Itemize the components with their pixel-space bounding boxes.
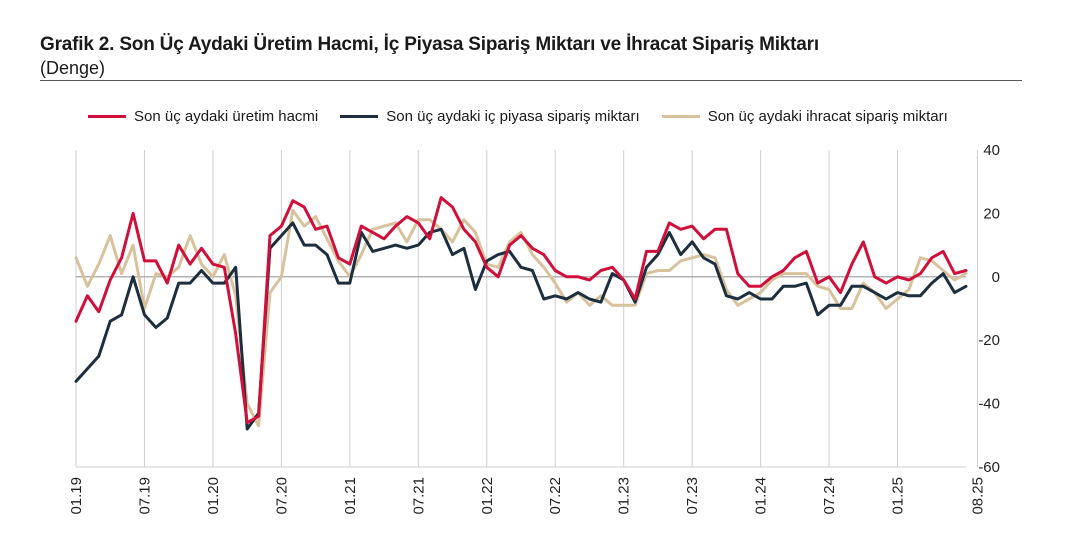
y-tick-label: 0 — [992, 269, 1000, 286]
x-tick-label: 07.23 — [684, 477, 701, 515]
x-tick-label: 07.19 — [136, 477, 153, 515]
legend-label-domestic: Son üç aydaki iç piyasa sipariş miktarı — [386, 108, 640, 125]
chart-subtitle: (Denge) — [40, 58, 106, 78]
legend-item-domestic: Son üç aydaki iç piyasa sipariş miktarı — [340, 108, 640, 125]
x-tick-label: 01.24 — [753, 477, 770, 515]
x-tick-label: 07.21 — [410, 477, 427, 515]
y-tick-label: -60 — [978, 459, 1000, 476]
legend-swatch-domestic — [340, 115, 379, 118]
series-line-domestic — [74, 221, 968, 431]
x-tick-label: 01.22 — [479, 477, 496, 515]
x-tick-label: 01.20 — [205, 477, 222, 515]
series-line-production — [74, 196, 968, 425]
y-tick-label: -40 — [978, 396, 1000, 413]
y-tick-label: 40 — [983, 142, 1000, 159]
x-tick-label: 07.20 — [273, 477, 290, 515]
legend-label-export: Son üç aydaki ihracat sipariş miktarı — [707, 108, 948, 125]
y-tick-label: -20 — [978, 332, 1000, 349]
series-line-export — [74, 208, 968, 428]
legend-swatch-production — [88, 115, 126, 118]
y-tick-label: 20 — [983, 205, 1000, 222]
x-tick-label: 08.25 — [969, 477, 986, 515]
x-tick-label: 01.25 — [890, 477, 907, 515]
x-tick-label: 07.22 — [547, 477, 564, 515]
x-tick-label: 01.19 — [68, 477, 85, 515]
x-tick-label: 01.23 — [616, 477, 633, 515]
legend-swatch-export — [661, 115, 700, 118]
legend-label-production: Son üç aydaki üretim hacmi — [134, 108, 319, 125]
x-tick-label: 01.21 — [342, 477, 359, 515]
x-tick-label: 07.24 — [821, 477, 838, 515]
legend-item-export: Son üç aydaki ihracat sipariş miktarı — [661, 108, 948, 125]
chart-legend: Son üç aydaki üretim hacmi Son üç aydaki… — [88, 108, 970, 125]
legend-item-production: Son üç aydaki üretim hacmi — [88, 108, 318, 125]
title-divider — [40, 80, 1022, 81]
chart-title: Grafik 2. Son Üç Aydaki Üretim Hacmi, İç… — [40, 34, 819, 55]
